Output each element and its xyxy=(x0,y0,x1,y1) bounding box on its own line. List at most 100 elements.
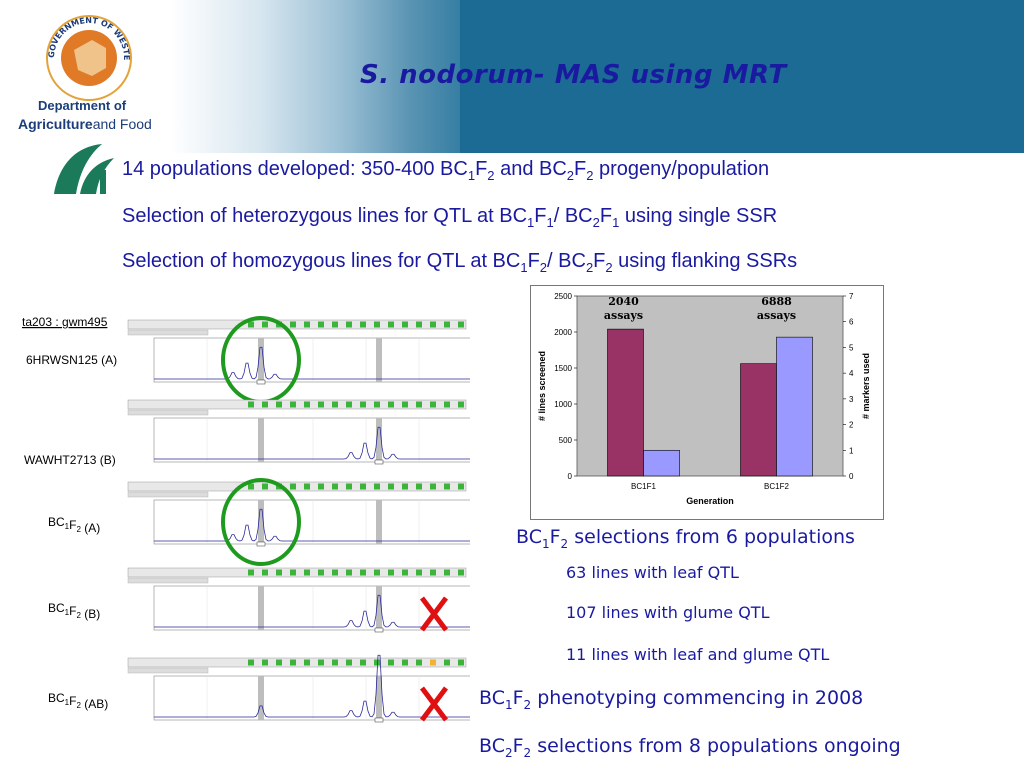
parent-label: WAWHT2713 (B) xyxy=(24,453,116,467)
allele-call-box xyxy=(388,659,394,666)
allele-call-box xyxy=(262,659,268,666)
parent-label: 6HRWSN125 (A) xyxy=(26,353,117,367)
trace-frame xyxy=(153,675,470,721)
allele-call-box xyxy=(402,483,408,490)
allele-call-box xyxy=(416,401,422,408)
emblem-bar xyxy=(100,170,106,194)
allele-call-box xyxy=(416,659,422,666)
allele-call-box xyxy=(262,483,268,490)
allele-call-box xyxy=(318,321,324,328)
rejected-cross-stroke-2 xyxy=(420,596,448,632)
allele-call-box xyxy=(374,659,380,666)
allele-call-box xyxy=(290,321,296,328)
result-bc1f2-selections: BC1F2 selections from 6 populations xyxy=(516,526,855,551)
allele-call-box xyxy=(430,321,436,328)
panel-header-strip xyxy=(127,481,467,492)
allele-call-box xyxy=(332,321,338,328)
header-banner xyxy=(0,0,1024,153)
chromatogram-trace xyxy=(154,654,470,718)
trace-frame xyxy=(153,417,470,463)
allele-call-box xyxy=(388,401,394,408)
result-leaf-glume-qtl: 11 lines with leaf and glume QTL xyxy=(566,645,830,664)
slide-title: S. nodorum- MAS using MRT xyxy=(360,60,787,90)
panel-sample-strip xyxy=(127,409,209,416)
y2-tick-label: 6 xyxy=(849,318,854,327)
allele-call-box xyxy=(304,401,310,408)
allele-call-box xyxy=(318,483,324,490)
allele-call-box xyxy=(304,321,310,328)
selected-circle xyxy=(221,478,301,566)
y-axis-label: # lines screened xyxy=(537,351,547,421)
bullet-heterozygous: Selection of heterozygous lines for QTL … xyxy=(122,205,778,230)
allele-bin-b xyxy=(376,586,382,630)
progeny-label: BC1F2 (A) xyxy=(48,515,100,535)
allele-call-box xyxy=(360,483,366,490)
government-logo: GOVERNMENT OF WESTERN AUSTRALIA xyxy=(14,10,132,101)
allele-call-box xyxy=(276,401,282,408)
allele-call-box xyxy=(290,569,296,576)
allele-call-box xyxy=(458,483,464,490)
chart-svg: 0 500 1000 1500 2000 2500 0 1 2 3 4 5 6 7 BC1F1 BC1F2 20… xyxy=(537,292,871,506)
y2-axis-label: # markers used xyxy=(861,353,871,419)
allele-call-box xyxy=(430,659,436,666)
panel-header-strip xyxy=(127,657,467,668)
bar-markers-used xyxy=(643,449,680,477)
allele-call-box xyxy=(444,569,450,576)
panel-sample-strip xyxy=(127,667,209,674)
allele-call-box xyxy=(360,659,366,666)
allele-bin-b xyxy=(376,676,382,720)
allele-call-box xyxy=(444,401,450,408)
allele-call-box xyxy=(374,569,380,576)
allele-call-box xyxy=(388,321,394,328)
allele-call-box xyxy=(374,321,380,328)
allele-call-box xyxy=(402,569,408,576)
allele-call-box xyxy=(416,483,422,490)
allele-call-box xyxy=(416,321,422,328)
y2-tick-label: 2 xyxy=(849,421,854,430)
allele-call-box xyxy=(248,659,254,666)
result-glume-qtl: 107 lines with glume QTL xyxy=(566,603,770,622)
panel-sample-strip xyxy=(127,491,209,498)
y-tick-label: 0 xyxy=(568,472,573,481)
y-tick-label: 500 xyxy=(559,436,573,445)
allele-call-box xyxy=(346,401,352,408)
allele-call-box xyxy=(262,401,268,408)
y-tick-label: 1500 xyxy=(554,364,572,373)
allele-call-box xyxy=(444,483,450,490)
y2-tick-label: 5 xyxy=(849,343,854,352)
bullet-homozygous: Selection of homozygous lines for QTL at… xyxy=(122,250,798,275)
result-bc2f2-ongoing: BC2F2 selections from 8 populations ongo… xyxy=(479,735,901,760)
chromatogram-trace xyxy=(154,346,470,380)
y2-tick-label: 4 xyxy=(849,369,854,378)
chromatogram-trace xyxy=(154,508,470,542)
panel-header-strip xyxy=(127,319,467,330)
allele-call-box xyxy=(416,569,422,576)
department-emblem xyxy=(54,144,114,194)
allele-bin-a xyxy=(258,676,264,720)
genotyping-panels: ta203 : gwm495 6HRWSN125 (A) WAWHT2713 (B)… xyxy=(22,315,470,723)
allele-call-box xyxy=(304,483,310,490)
logo-ring xyxy=(46,15,132,101)
allele-call-box xyxy=(248,483,254,490)
allele-call-box xyxy=(402,401,408,408)
allele-call-box xyxy=(444,659,450,666)
peak-call-tag xyxy=(374,459,384,465)
dept-and-food: and Food xyxy=(92,116,152,132)
allele-call-box xyxy=(290,483,296,490)
y-tick-label: 2000 xyxy=(554,328,572,337)
allele-call-box xyxy=(332,659,338,666)
panel-sample-strip xyxy=(127,577,209,584)
result-leaf-qtl: 63 lines with leaf QTL xyxy=(566,563,739,582)
y-tick-label: 2500 xyxy=(554,292,572,301)
assay-unit: assays xyxy=(604,309,643,322)
allele-call-box xyxy=(346,659,352,666)
y-tick-label: 1000 xyxy=(554,400,572,409)
result-phenotyping: BC1F2 phenotyping commencing in 2008 xyxy=(479,687,864,712)
allele-call-box xyxy=(304,659,310,666)
x-tick-label: BC1F2 xyxy=(764,482,789,491)
allele-call-box xyxy=(332,401,338,408)
panel-header-strip xyxy=(127,399,467,410)
progeny-label: BC1F2 (B) xyxy=(48,601,100,621)
allele-call-box xyxy=(346,569,352,576)
trace-frame xyxy=(153,499,470,545)
